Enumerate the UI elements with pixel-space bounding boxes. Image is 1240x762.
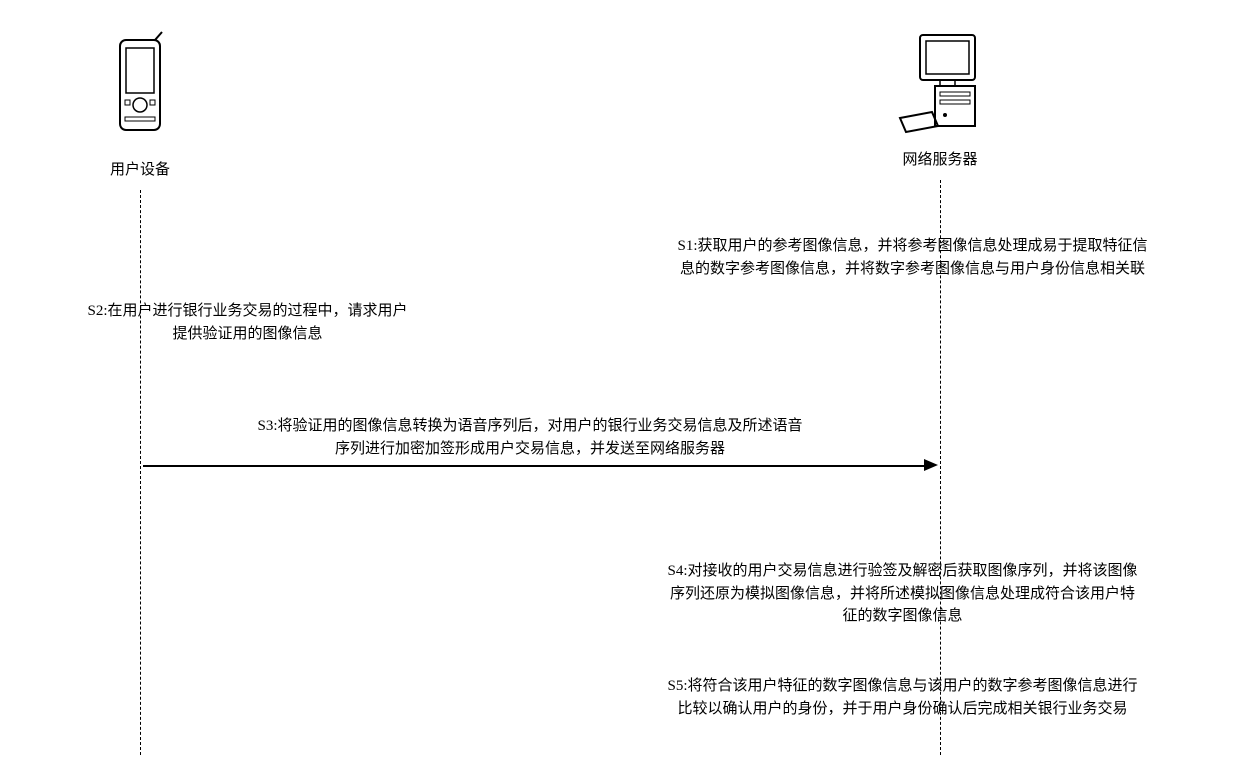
s4-line2: 序列还原为模拟图像信息，并将所述模拟图像信息处理成符合该用户特 bbox=[670, 586, 1135, 602]
server-icon bbox=[890, 30, 990, 140]
lifeline-user-device bbox=[140, 190, 141, 755]
message-s5: S5:将符合该用户特征的数字图像信息与该用户的数字参考图像信息进行 比较以确认用… bbox=[570, 675, 1235, 720]
message-s4: S4:对接收的用户交易信息进行验签及解密后获取图像序列，并将该图像 序列还原为模… bbox=[570, 560, 1235, 628]
actor-user-device: 用户设备 bbox=[100, 30, 180, 179]
s1-line1: S1:获取用户的参考图像信息，并将参考图像信息处理成易于提取特征信 bbox=[677, 238, 1147, 254]
phone-icon bbox=[110, 30, 170, 150]
user-device-label: 用户设备 bbox=[100, 158, 180, 179]
s3-line1: S3:将验证用的图像信息转换为语音序列后，对用户的银行业务交易信息及所述语音 bbox=[257, 418, 802, 434]
s2-line1: S2:在用户进行银行业务交易的过程中，请求用户 bbox=[87, 303, 407, 319]
arrow-s3-line bbox=[143, 465, 930, 467]
s2-line2: 提供验证用的图像信息 bbox=[172, 326, 322, 342]
s3-line2: 序列进行加密加签形成用户交易信息，并发送至网络服务器 bbox=[335, 441, 725, 457]
server-label: 网络服务器 bbox=[885, 148, 995, 169]
s1-line2: 息的数字参考图像信息，并将数字参考图像信息与用户身份信息相关联 bbox=[680, 261, 1145, 277]
message-s2: S2:在用户进行银行业务交易的过程中，请求用户 提供验证用的图像信息 bbox=[35, 300, 460, 345]
message-s1: S1:获取用户的参考图像信息，并将参考图像信息处理成易于提取特征信 息的数字参考… bbox=[585, 235, 1240, 280]
s4-line3: 征的数字图像信息 bbox=[842, 608, 962, 624]
s5-line1: S5:将符合该用户特征的数字图像信息与该用户的数字参考图像信息进行 bbox=[667, 678, 1137, 694]
s4-line1: S4:对接收的用户交易信息进行验签及解密后获取图像序列，并将该图像 bbox=[667, 563, 1137, 579]
s5-line2: 比较以确认用户的身份，并于用户身份确认后完成相关银行业务交易 bbox=[677, 701, 1127, 717]
arrow-s3-head bbox=[924, 459, 938, 471]
actor-server: 网络服务器 bbox=[885, 30, 995, 169]
message-s3: S3:将验证用的图像信息转换为语音序列后，对用户的银行业务交易信息及所述语音 序… bbox=[160, 415, 900, 460]
